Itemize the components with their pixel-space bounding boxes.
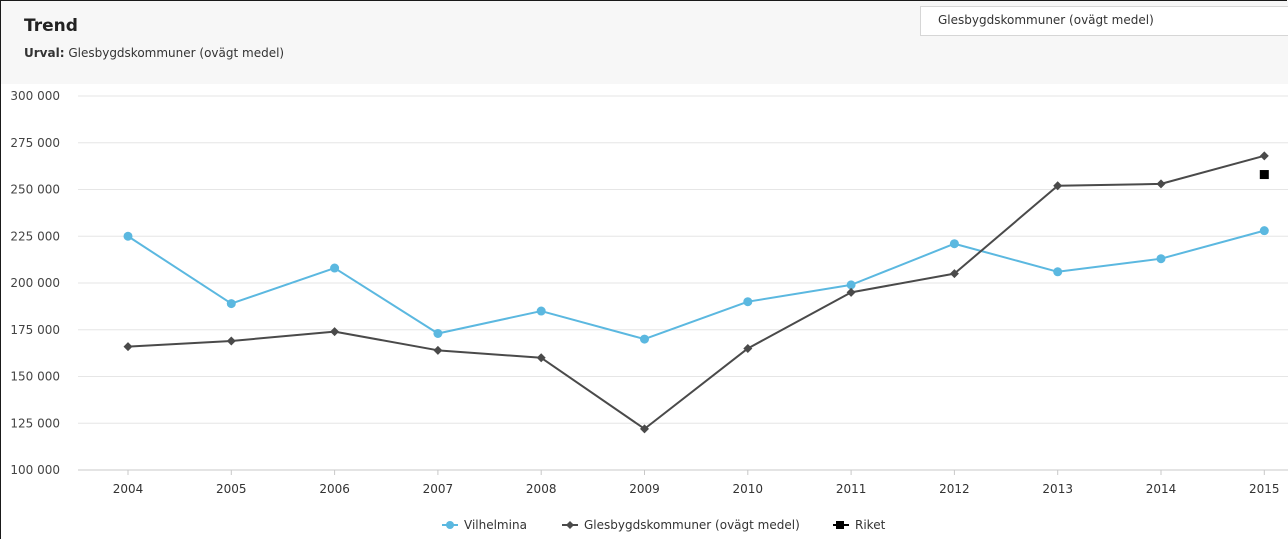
y-tick-label: 250 000: [10, 183, 60, 197]
x-tick-label: 2013: [1042, 482, 1073, 496]
y-tick-label: 200 000: [10, 276, 60, 290]
y-tick-label: 225 000: [10, 229, 60, 243]
x-tick-label: 2014: [1146, 482, 1177, 496]
legend-marker: [836, 521, 844, 529]
data-point: [640, 424, 649, 434]
data-point: [330, 263, 340, 273]
y-tick-label: 125 000: [10, 416, 60, 430]
x-tick-label: 2004: [113, 482, 144, 496]
legend-label: Vilhelmina: [464, 518, 527, 532]
data-point: [433, 345, 443, 355]
x-tick-label: 2012: [939, 482, 970, 496]
data-point: [949, 239, 959, 249]
data-point: [846, 287, 856, 297]
legend-marker: [446, 521, 454, 529]
y-tick-label: 300 000: [10, 89, 60, 103]
y-tick-label: 175 000: [10, 323, 60, 337]
series-line: [127, 154, 1265, 430]
selection-subtitle: Urval: Glesbygdskommuner (ovägt medel): [24, 46, 284, 60]
y-tick-label: 150 000: [10, 370, 60, 384]
data-point: [536, 306, 546, 316]
data-point: [123, 342, 133, 352]
data-point: [1259, 226, 1269, 236]
x-tick-label: 2007: [423, 482, 454, 496]
data-point: [1053, 181, 1063, 191]
comparison-group-select[interactable]: Glesbygdskommuner (ovägt medel): [920, 6, 1288, 36]
data-point: [1259, 151, 1269, 161]
x-tick-label: 2009: [629, 482, 660, 496]
urval-value: Glesbygdskommuner (ovägt medel): [68, 46, 285, 60]
data-point: [1259, 170, 1269, 180]
y-tick-label: 275 000: [10, 136, 60, 150]
x-tick-label: 2008: [526, 482, 557, 496]
x-tick-label: 2011: [836, 482, 867, 496]
y-tick-label: 100 000: [10, 463, 60, 477]
x-tick-label: 2010: [733, 482, 764, 496]
data-point: [1156, 179, 1166, 189]
data-point: [433, 328, 443, 338]
data-point: [123, 231, 133, 241]
data-point: [536, 353, 546, 363]
data-point: [640, 334, 649, 344]
legend-marker: [566, 521, 574, 529]
data-point: [846, 280, 856, 290]
legend-label: Glesbygdskommuner (ovägt medel): [584, 518, 800, 532]
data-point: [226, 299, 236, 309]
data-point: [1156, 254, 1166, 264]
x-tick-label: 2015: [1249, 482, 1280, 496]
data-point: [743, 297, 753, 307]
legend-label: Riket: [855, 518, 886, 532]
data-point: [226, 336, 236, 346]
x-tick-label: 2005: [216, 482, 247, 496]
x-tick-label: 2006: [319, 482, 350, 496]
data-point: [743, 343, 753, 353]
chart-header: Trend Urval: Glesbygdskommuner (ovägt me…: [1, 1, 1288, 84]
chart-title: Trend: [24, 16, 78, 36]
series-line: [127, 229, 1265, 341]
urval-label: Urval:: [24, 46, 65, 60]
data-point: [330, 327, 340, 337]
data-point: [949, 269, 959, 279]
data-point: [1053, 267, 1063, 277]
